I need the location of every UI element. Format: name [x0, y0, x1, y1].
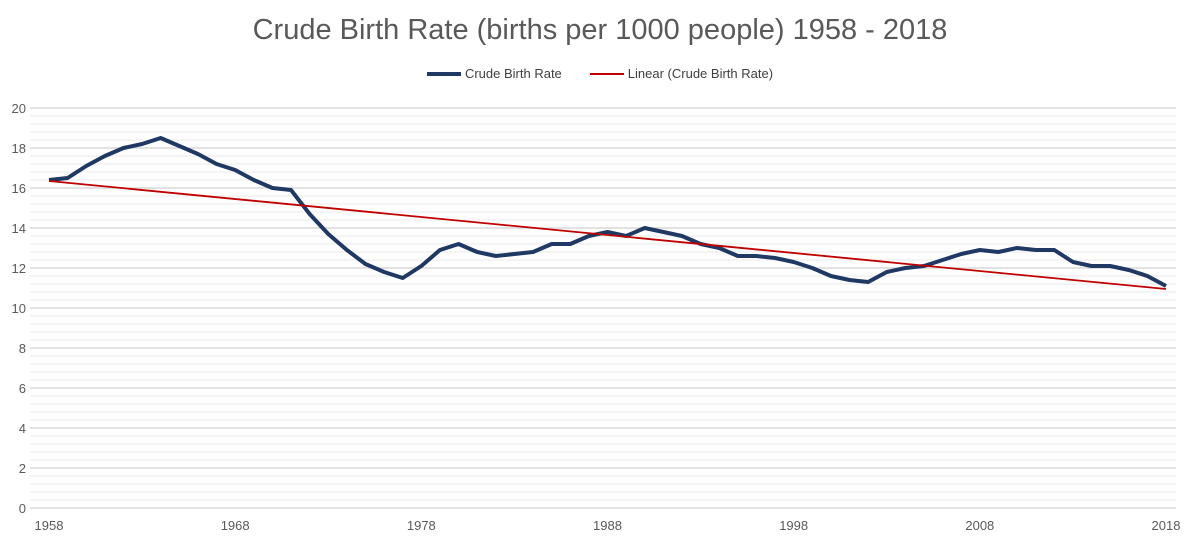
legend-label: Crude Birth Rate [464, 66, 562, 81]
legend-item-linear-trend: Linear (Crude Birth Rate) [589, 66, 774, 81]
chart-title: Crude Birth Rate (births per 1000 people… [252, 14, 948, 46]
y-tick-label: 6 [19, 381, 26, 396]
x-tick-label: 2018 [1152, 518, 1181, 533]
legend-item-crude-birth-rate: Crude Birth Rate [426, 66, 562, 81]
y-tick-label: 2 [19, 461, 26, 476]
y-tick-label: 18 [12, 141, 26, 156]
y-tick-label: 16 [12, 181, 26, 196]
x-tick-label: 1958 [35, 518, 64, 533]
trendline-linear [48, 180, 1167, 290]
x-tick-label: 1968 [221, 518, 250, 533]
legend-label: Linear (Crude Birth Rate) [627, 66, 774, 81]
legend: Crude Birth Rate Linear (Crude Birth Rat… [0, 66, 1200, 81]
y-tick-label: 0 [19, 501, 26, 516]
legend-swatch [426, 71, 461, 76]
y-tick-label: 12 [12, 261, 26, 276]
y-tick-label: 14 [12, 221, 26, 236]
x-tick-label: 1988 [593, 518, 622, 533]
x-tick-label: 2008 [965, 518, 994, 533]
legend-swatch [589, 72, 624, 75]
series-line-crude-birth-rate [48, 136, 1167, 288]
x-tick-label: 1978 [407, 518, 436, 533]
y-tick-label: 20 [12, 101, 26, 116]
y-tick-label: 8 [19, 341, 26, 356]
x-tick-label: 1998 [779, 518, 808, 533]
y-tick-label: 4 [19, 421, 26, 436]
y-tick-label: 10 [12, 301, 26, 316]
